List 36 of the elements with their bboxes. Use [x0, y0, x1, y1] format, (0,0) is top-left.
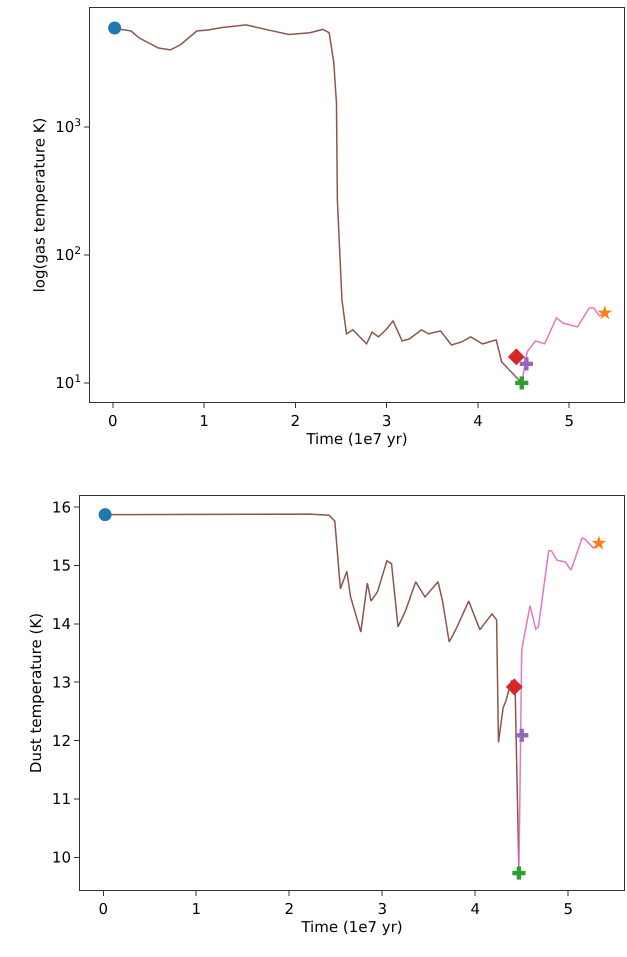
y-axis-title: Dust temperature (K) [27, 612, 46, 774]
point [515, 376, 528, 390]
point [506, 678, 523, 696]
x-tick-label: 0 [98, 900, 108, 918]
x-tick-label: 4 [470, 900, 480, 918]
x-tick-label: 3 [382, 412, 392, 430]
x-tick-label: 5 [564, 412, 574, 430]
y-tick-label: 16 [52, 498, 71, 516]
point [520, 357, 533, 370]
point [592, 536, 606, 550]
x-axis-title: Time (1e7 yr) [300, 918, 403, 936]
y-tick-label: 12 [52, 732, 71, 750]
y-tick-label: 15 [52, 556, 71, 575]
point [598, 305, 612, 320]
x-tick-label: 1 [191, 900, 202, 918]
x-tick-label: 1 [199, 412, 209, 430]
x-tick-label: 2 [290, 412, 300, 430]
y-tick-label: 11 [52, 790, 71, 808]
x-tick-label: 2 [284, 900, 294, 918]
y-axis-title: log(gas temperature K) [30, 118, 48, 292]
point [108, 22, 122, 35]
x-tick-label: 5 [563, 900, 573, 918]
x-axis-title: Time (1e7 yr) [305, 430, 408, 448]
y-tick-label: 14 [52, 615, 71, 634]
point [512, 866, 526, 880]
y-tick-label: 10$^{1}$ [55, 372, 81, 392]
x-tick-label: 4 [473, 412, 483, 430]
x-tick-label: 3 [377, 900, 387, 918]
y-tick-label: 10$^{3}$ [55, 116, 81, 136]
point [515, 728, 528, 742]
point [98, 508, 112, 522]
point [508, 348, 525, 366]
x-tick-label: 0 [108, 412, 118, 430]
y-tick-label: 13 [52, 673, 71, 692]
y-tick-label: 10$^{2}$ [55, 244, 81, 264]
y-tick-label: 10 [52, 848, 71, 867]
